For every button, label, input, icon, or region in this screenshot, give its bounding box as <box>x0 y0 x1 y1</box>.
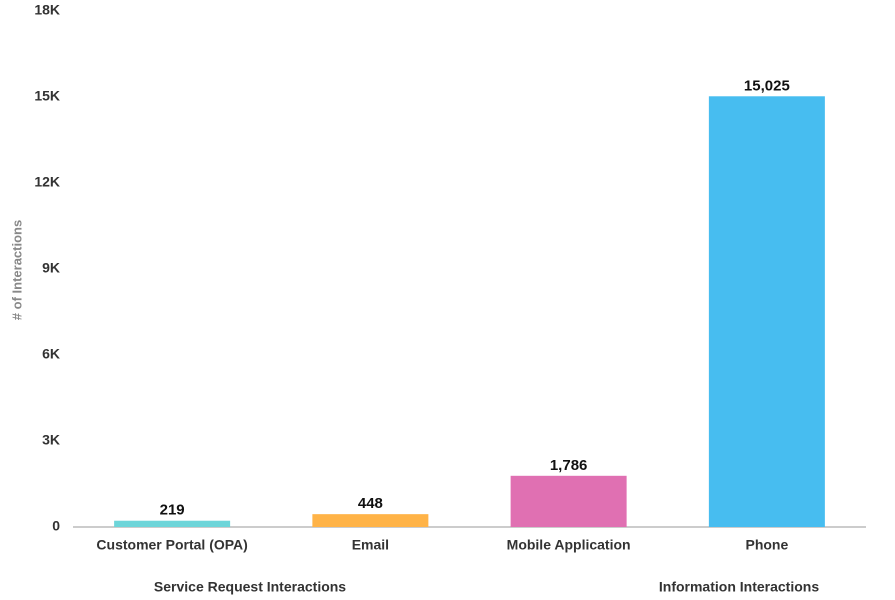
y-axis-label: # of Interactions <box>9 220 24 320</box>
group-label: Service Request Interactions <box>154 579 346 595</box>
value-label: 219 <box>160 502 185 519</box>
x-tick-label: Phone <box>745 537 788 553</box>
bar <box>114 520 231 527</box>
y-tick-label: 12K <box>34 174 60 190</box>
x-tick-label: Mobile Application <box>507 537 631 553</box>
value-label: 448 <box>358 495 383 512</box>
x-tick-label: Email <box>352 537 389 553</box>
x-tick-label: Customer Portal (OPA) <box>96 537 247 553</box>
value-label: 15,025 <box>744 77 790 94</box>
bar <box>312 514 429 527</box>
group-label: Information Interactions <box>659 579 819 595</box>
y-tick-label: 18K <box>34 2 60 18</box>
y-tick-label: 3K <box>42 432 60 448</box>
y-tick-label: 9K <box>42 260 60 276</box>
y-tick-label: 15K <box>34 88 60 104</box>
bar <box>708 96 825 528</box>
bar <box>510 475 627 527</box>
y-tick-label: 6K <box>42 346 60 362</box>
y-tick-label: 0 <box>52 518 60 534</box>
value-label: 1,786 <box>550 457 588 474</box>
